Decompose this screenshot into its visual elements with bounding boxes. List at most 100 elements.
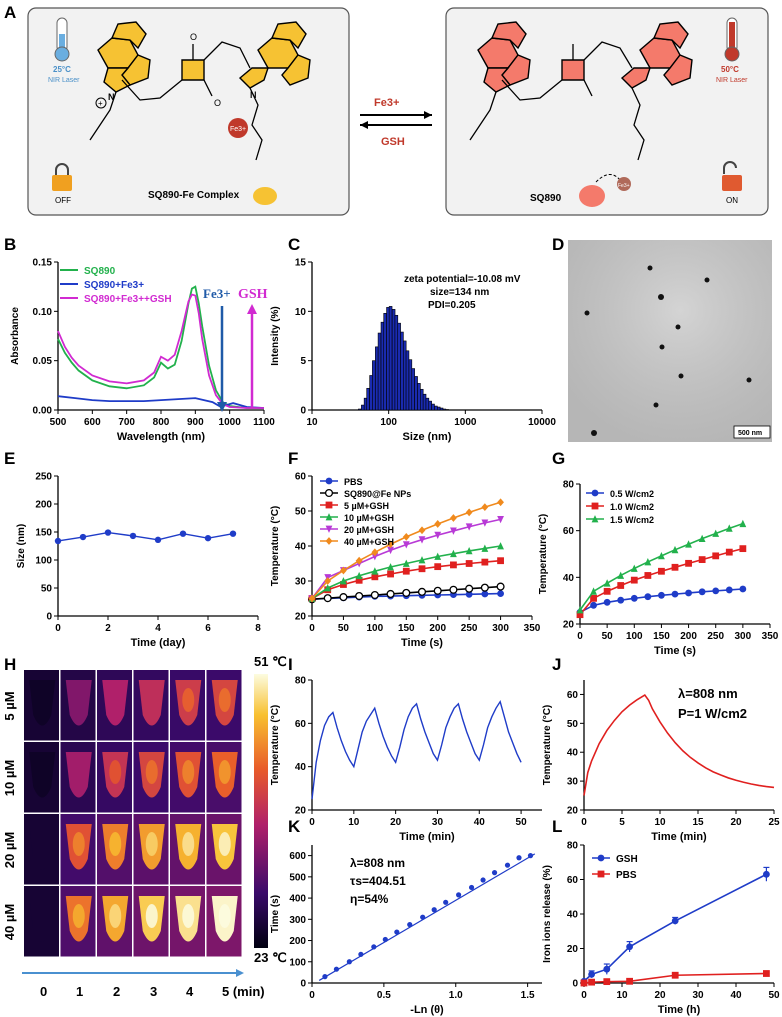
histogram-bar	[425, 397, 430, 411]
x-tick-label: 5	[619, 817, 625, 828]
y-tick-label: 20	[563, 620, 575, 631]
panel-label-h: H	[4, 655, 16, 674]
tube-hotspot	[29, 680, 56, 726]
legend-label: 10 µM+GSH	[344, 513, 394, 523]
x-tick-label: 0	[309, 817, 315, 828]
panel-label-g: G	[552, 449, 565, 468]
tem-particle	[584, 310, 590, 316]
series-line	[311, 699, 522, 800]
x-tick-label: 900	[187, 417, 204, 428]
tube-hotspot	[138, 680, 165, 726]
chart-time-vs-ln: 0 0.5 1.0 1.5 0 100 200 300 400 500 600 -Ln (θ) Time…	[270, 845, 542, 1016]
data-point	[370, 590, 379, 600]
x-tick-label: 1.0	[449, 990, 463, 1001]
data-point	[418, 526, 426, 535]
histogram-bar	[408, 359, 413, 411]
fe-ion-icon	[228, 118, 248, 138]
tube-core	[145, 904, 158, 928]
b-annot-gsh: GSH	[238, 287, 268, 302]
right-title: SQ890	[530, 193, 562, 204]
arrow-gsh-text: GSH	[381, 136, 405, 148]
x-tick-label: 40	[730, 990, 742, 1001]
data-point	[725, 548, 733, 556]
tube-hotspot	[65, 680, 92, 726]
data-point	[355, 591, 364, 601]
tube-core	[109, 832, 122, 856]
y-axis-label: Time (s)	[270, 895, 281, 933]
data-point	[630, 594, 638, 602]
y-axis-label: Temperature (°C)	[270, 705, 281, 786]
chart-heating-cooling: 0 5 10 15 20 25 20 30 40 50 60 Time (min) Temperatur…	[542, 680, 780, 843]
y-tick-label: 500	[289, 872, 306, 883]
off-text: OFF	[55, 196, 71, 205]
row-label: 20 µM	[2, 832, 17, 868]
x-tick-label: 10000	[528, 417, 556, 428]
data-point	[346, 959, 352, 965]
legend-marker	[325, 537, 333, 545]
series-line	[57, 531, 234, 542]
chart-size-distribution: 10 100 1000 10000 0 5 10 15 Size (nm) Intensity (…	[270, 258, 556, 444]
tube-core	[218, 904, 231, 928]
data-point	[590, 587, 597, 595]
histogram-bar	[437, 406, 441, 411]
forward-arrow-head	[424, 111, 432, 119]
data-point	[402, 533, 410, 541]
data-point	[229, 530, 237, 537]
x-tick-label: 100	[367, 623, 384, 634]
histogram-bar	[411, 368, 415, 411]
data-point	[433, 586, 442, 595]
data-point	[725, 586, 733, 594]
plus-sign: +	[98, 99, 103, 108]
data-point	[576, 606, 584, 614]
release-arrow	[595, 174, 621, 183]
panel-label-f: F	[288, 449, 298, 468]
back-arrow-head	[360, 121, 368, 129]
y-tick-label: 60	[295, 719, 307, 730]
data-point	[308, 594, 316, 603]
tem-particle	[675, 324, 681, 330]
right-temp-text: 50°C	[721, 65, 739, 74]
y-tick-label: 0	[46, 612, 52, 623]
tube-hotspot	[29, 752, 56, 798]
data-point	[387, 570, 394, 578]
data-point	[450, 549, 457, 558]
data-point	[630, 576, 638, 584]
histogram-bar	[417, 383, 421, 411]
data-point	[402, 541, 410, 549]
data-point	[626, 943, 633, 951]
legend-label: GSH	[616, 854, 638, 865]
histogram-bar	[400, 331, 404, 411]
x-tick-label: 800	[153, 417, 170, 428]
left-n1: N	[108, 92, 115, 102]
data-point	[431, 907, 437, 913]
tube-core	[72, 832, 85, 856]
data-point	[79, 533, 87, 541]
row-label: 5 µM	[2, 691, 17, 720]
y-tick-label: 60	[295, 472, 307, 483]
y-tick-label: 5	[300, 356, 306, 367]
panel-label-e: E	[4, 449, 15, 468]
tube-hotspot	[102, 680, 129, 726]
data-point	[382, 936, 388, 943]
data-point	[340, 577, 347, 585]
series-line	[57, 395, 265, 409]
tem-particle	[746, 377, 752, 383]
series-line	[57, 293, 264, 409]
panel-label-i: I	[288, 655, 293, 674]
y-tick-label: 60	[567, 875, 579, 886]
x-tick-label: 300	[735, 631, 752, 642]
data-point	[685, 559, 692, 567]
data-point	[671, 545, 679, 554]
series-line	[583, 693, 775, 796]
data-point	[417, 587, 427, 596]
data-point	[481, 519, 489, 527]
data-point	[497, 557, 504, 565]
x-axis-label: Time (h)	[658, 1004, 701, 1016]
col-label: 5 (min)	[222, 984, 265, 999]
x-tick-label: 100	[626, 631, 643, 642]
tem-particle	[704, 277, 710, 283]
colorbar-max: 51 ℃	[254, 654, 287, 669]
data-point	[450, 514, 457, 522]
panel-label-j: J	[552, 655, 561, 674]
legend-marker	[591, 502, 599, 510]
